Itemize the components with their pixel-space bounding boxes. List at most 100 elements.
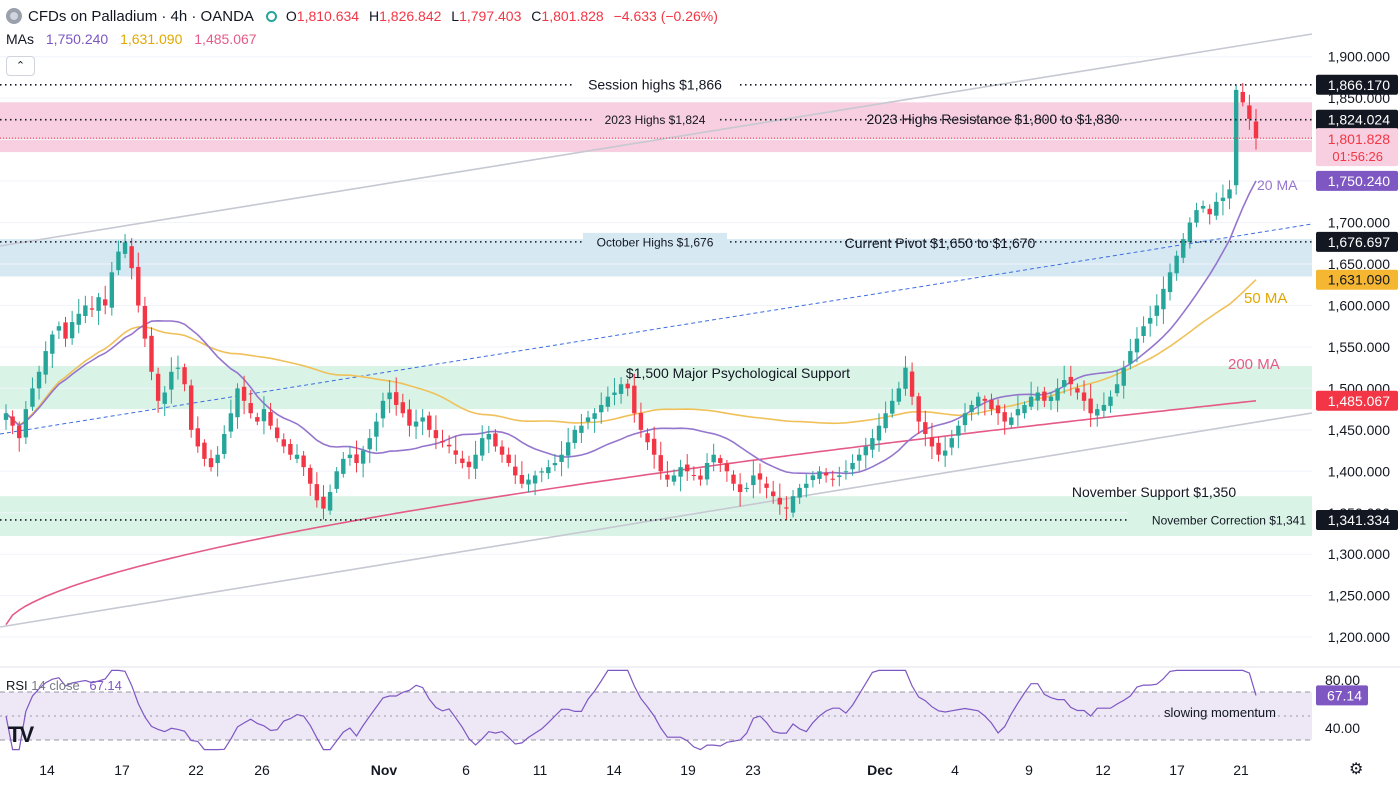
candle[interactable]: [1194, 210, 1199, 223]
candle[interactable]: [1174, 255, 1179, 274]
candle[interactable]: [744, 487, 749, 489]
candle[interactable]: [592, 413, 597, 419]
candle[interactable]: [202, 442, 207, 459]
candle[interactable]: [222, 433, 227, 454]
candle[interactable]: [665, 474, 670, 480]
candle[interactable]: [850, 463, 855, 470]
candle[interactable]: [321, 496, 326, 509]
candle[interactable]: [274, 427, 280, 439]
candle[interactable]: [989, 399, 994, 410]
candle[interactable]: [757, 473, 763, 480]
candle[interactable]: [546, 467, 551, 474]
channel-mid-line[interactable]: [0, 223, 1313, 435]
candle[interactable]: [777, 497, 783, 505]
candle[interactable]: [1187, 222, 1193, 243]
candle[interactable]: [499, 446, 505, 455]
candle[interactable]: [466, 461, 472, 468]
candle[interactable]: [1207, 208, 1212, 215]
candle[interactable]: [658, 455, 663, 472]
candle[interactable]: [1227, 189, 1232, 199]
candle[interactable]: [506, 454, 511, 464]
candle[interactable]: [248, 403, 253, 414]
candle[interactable]: [1233, 89, 1239, 186]
candle[interactable]: [96, 297, 101, 311]
candle[interactable]: [552, 463, 558, 466]
candle[interactable]: [1062, 380, 1067, 387]
candle[interactable]: [797, 487, 802, 498]
candle[interactable]: [188, 385, 194, 430]
candle[interactable]: [909, 371, 915, 397]
candle[interactable]: [17, 425, 22, 439]
candle[interactable]: [347, 454, 353, 459]
candle[interactable]: [407, 409, 412, 426]
candle[interactable]: [843, 471, 849, 473]
candle[interactable]: [1147, 317, 1153, 324]
candle[interactable]: [1167, 272, 1173, 293]
candle[interactable]: [1075, 388, 1080, 393]
ma50-line[interactable]: [5, 279, 1257, 427]
candle[interactable]: [718, 458, 723, 464]
candle[interactable]: [1048, 396, 1054, 402]
candle[interactable]: [10, 416, 15, 426]
channel-upper-line[interactable]: [0, 33, 1313, 247]
candle[interactable]: [883, 413, 888, 429]
candle[interactable]: [400, 402, 406, 414]
candle[interactable]: [122, 242, 128, 254]
candle[interactable]: [784, 507, 789, 509]
candle[interactable]: [446, 444, 452, 447]
candle[interactable]: [30, 388, 35, 407]
candle[interactable]: [751, 475, 756, 486]
candle[interactable]: [982, 398, 988, 401]
candle[interactable]: [1108, 396, 1113, 406]
candle[interactable]: [294, 454, 300, 459]
candle[interactable]: [995, 405, 1001, 414]
candle[interactable]: [599, 404, 604, 413]
candle[interactable]: [837, 475, 842, 477]
candle[interactable]: [1128, 351, 1133, 364]
candle[interactable]: [1181, 239, 1186, 258]
candle[interactable]: [711, 454, 716, 463]
candle[interactable]: [413, 421, 419, 427]
candle[interactable]: [526, 479, 531, 485]
candle[interactable]: [486, 433, 492, 440]
candle[interactable]: [830, 478, 835, 480]
candle[interactable]: [334, 471, 339, 489]
candle[interactable]: [817, 471, 822, 479]
candle[interactable]: [142, 305, 148, 339]
candle[interactable]: [50, 334, 55, 354]
candle[interactable]: [704, 463, 710, 480]
candle[interactable]: [870, 438, 875, 450]
candle[interactable]: [1002, 412, 1007, 422]
candle[interactable]: [1114, 384, 1120, 394]
candle[interactable]: [109, 272, 115, 308]
candle[interactable]: [136, 266, 141, 306]
candle[interactable]: [519, 475, 525, 484]
candle[interactable]: [539, 471, 544, 473]
zone-3[interactable]: [0, 496, 1312, 536]
candle[interactable]: [182, 367, 187, 385]
candle[interactable]: [36, 371, 42, 389]
candle[interactable]: [1028, 396, 1034, 407]
candle[interactable]: [572, 429, 577, 444]
zone-2[interactable]: [0, 365, 1312, 410]
candle[interactable]: [823, 472, 829, 476]
candle[interactable]: [890, 400, 895, 414]
candle[interactable]: [962, 413, 968, 426]
candle[interactable]: [341, 458, 346, 474]
candle[interactable]: [625, 383, 630, 389]
candle[interactable]: [810, 475, 816, 481]
candle[interactable]: [149, 335, 154, 372]
candle[interactable]: [532, 475, 538, 484]
candle[interactable]: [208, 458, 214, 468]
candle[interactable]: [169, 371, 174, 390]
candle[interactable]: [1247, 105, 1252, 119]
candle[interactable]: [69, 322, 75, 339]
candle[interactable]: [440, 441, 445, 443]
candle[interactable]: [1121, 367, 1126, 386]
candle[interactable]: [420, 417, 425, 422]
candle[interactable]: [678, 467, 683, 477]
candle[interactable]: [1068, 376, 1074, 385]
rsi-line[interactable]: [5, 669, 1257, 751]
candle[interactable]: [1009, 417, 1014, 425]
candle[interactable]: [255, 417, 260, 422]
